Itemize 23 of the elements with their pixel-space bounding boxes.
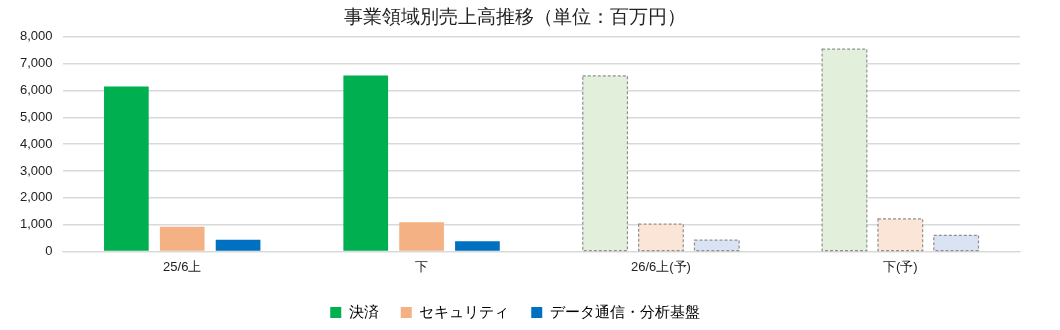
bar <box>159 226 205 251</box>
bar <box>455 241 500 251</box>
legend-label: データ通信・分析基盤 <box>549 302 700 320</box>
bar <box>399 222 444 251</box>
bar <box>104 86 149 251</box>
y-tick-label: 7,000 <box>19 55 53 71</box>
y-tick-label: 3,000 <box>19 162 53 178</box>
bar <box>215 239 261 251</box>
x-tick-label: 26/6上(予) <box>630 258 691 274</box>
y-tick-label: 6,000 <box>19 82 53 98</box>
chart-title: 事業領域別売上高推移（単位：百万円） <box>344 5 686 27</box>
y-tick-label: 5,000 <box>19 108 53 124</box>
x-tick-label: 下(予) <box>882 258 918 274</box>
y-tick-label: 8,000 <box>19 28 53 44</box>
bar <box>343 75 389 251</box>
y-tick-label: 0 <box>45 242 53 258</box>
y-tick-label: 2,000 <box>19 189 53 205</box>
y-tick-label: 4,000 <box>19 135 53 151</box>
legend-label: 決済 <box>348 302 379 320</box>
x-tick-label: 下 <box>415 258 429 274</box>
legend-label: セキュリティ <box>419 302 510 320</box>
x-tick-label: 25/6上 <box>163 258 202 274</box>
y-tick-label: 1,000 <box>19 216 53 232</box>
